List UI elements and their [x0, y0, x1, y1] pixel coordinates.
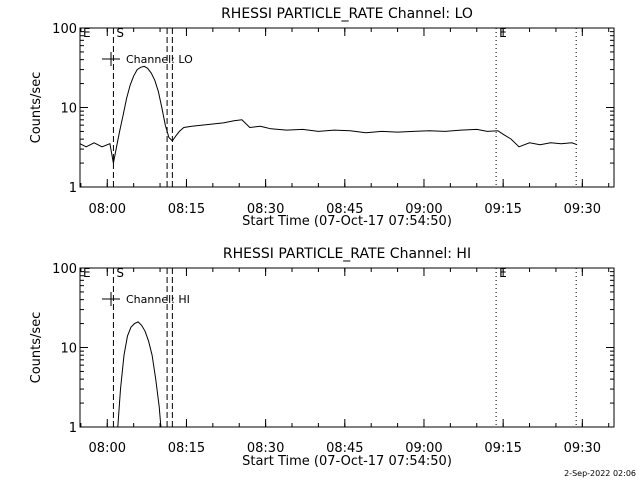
- panel2-marker-label: E: [499, 266, 507, 280]
- panel1-ytick-label: 100: [52, 22, 77, 37]
- panel1-xtick-label: 09:00: [405, 202, 442, 217]
- panel1-ylabel: Counts/sec: [29, 72, 44, 144]
- panel1-xtick-label: 09:15: [484, 202, 521, 217]
- panel2-marker-label: S: [116, 266, 124, 280]
- panel1-ytick-label: 1: [69, 181, 77, 196]
- panel1-xtick-label: 08:15: [168, 202, 205, 217]
- panel1-xtick-label: 09:30: [564, 202, 601, 217]
- panel2-legend-label: Channel: HI: [126, 293, 190, 306]
- panel2-series-line: [117, 321, 162, 428]
- panel2-xtick-label: 09:00: [405, 441, 442, 456]
- panel2-plot-frame: [79, 267, 615, 428]
- panel2-xtick-label: 08:00: [89, 441, 126, 456]
- panel1-series-line: [79, 65, 578, 164]
- panel2-xtick-label: 08:15: [168, 441, 205, 456]
- panel2-marker-label: E: [83, 266, 91, 280]
- panel1-xtick-label: 08:30: [247, 202, 284, 217]
- panel2-ylabel: Counts/sec: [29, 312, 44, 384]
- panel1-legend-label: Channel: LO: [126, 53, 193, 66]
- panel1-xtick-label: 08:45: [326, 202, 363, 217]
- panel2-xtick-label: 08:30: [247, 441, 284, 456]
- panel1-xtick-label: 08:00: [89, 202, 126, 217]
- panel2-ytick-label: 1: [69, 421, 77, 436]
- panel1-title: RHESSI PARTICLE_RATE Channel: LO: [221, 6, 473, 22]
- footer-date: 2-Sep-2022 02:06: [564, 469, 636, 478]
- panel2-xlabel: Start Time (07-Oct-17 07:54:50): [242, 454, 452, 469]
- panel1-ytick-label: 10: [60, 102, 77, 117]
- panel1-plot-frame: [79, 27, 615, 188]
- panel2-xtick-label: 09:15: [484, 441, 521, 456]
- panel2-ytick-label: 100: [52, 262, 77, 277]
- panel2-ytick-label: 10: [60, 342, 77, 357]
- panel1-marker-label: E: [499, 26, 507, 40]
- panel1-marker-label: E: [83, 26, 91, 40]
- panel2-title: RHESSI PARTICLE_RATE Channel: HI: [223, 246, 471, 262]
- panel1-marker-label: S: [116, 26, 124, 40]
- panel1-xlabel: Start Time (07-Oct-17 07:54:50): [242, 214, 452, 229]
- panel2-xtick-label: 08:45: [326, 441, 363, 456]
- panel2-xtick-label: 09:30: [564, 441, 601, 456]
